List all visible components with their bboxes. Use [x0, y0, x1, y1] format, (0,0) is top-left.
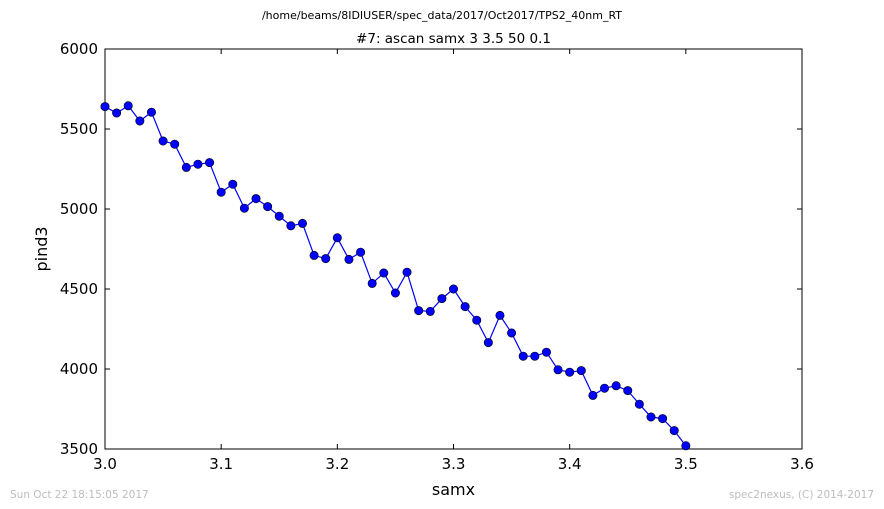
- data-point: [123, 101, 133, 111]
- data-point: [135, 116, 145, 126]
- x-tick-label: 3.3: [442, 455, 466, 473]
- data-point: [437, 294, 447, 304]
- plot-area: [104, 48, 803, 450]
- data-point: [414, 306, 424, 316]
- data-point: [367, 278, 377, 288]
- y-tick-label: 4500: [60, 280, 98, 298]
- x-tick-label: 3.0: [93, 455, 117, 473]
- data-point: [332, 233, 342, 243]
- data-point: [518, 351, 528, 361]
- data-point: [286, 221, 296, 231]
- chart-title: #7: ascan samx 3 3.5 50 0.1: [356, 31, 551, 47]
- data-point: [402, 267, 412, 277]
- data-point: [611, 381, 621, 391]
- data-point: [100, 102, 110, 112]
- data-point: [263, 202, 273, 212]
- x-tick-label: 3.4: [558, 455, 582, 473]
- data-point: [460, 302, 470, 312]
- y-axis-label: pind3: [32, 226, 51, 271]
- data-point: [541, 347, 551, 357]
- data-point: [472, 315, 482, 325]
- data-point: [193, 159, 203, 169]
- data-point: [112, 108, 122, 118]
- data-point: [356, 247, 366, 257]
- y-tick-label: 4000: [60, 360, 98, 378]
- series-markers: [100, 101, 691, 451]
- data-point: [623, 386, 633, 396]
- data-point: [205, 158, 215, 168]
- data-point: [507, 328, 517, 338]
- data-point: [634, 399, 644, 409]
- y-tick-label: 6000: [60, 40, 98, 58]
- data-point: [379, 268, 389, 278]
- data-point: [239, 203, 249, 213]
- data-point: [646, 412, 656, 422]
- data-point: [216, 187, 226, 197]
- data-point: [309, 250, 319, 260]
- data-point: [530, 351, 540, 361]
- data-point: [181, 162, 191, 172]
- data-point: [146, 107, 156, 117]
- data-point: [553, 365, 563, 375]
- data-point: [565, 367, 575, 377]
- data-point: [600, 383, 610, 393]
- data-point: [448, 284, 458, 294]
- data-point: [588, 390, 598, 400]
- data-point: [669, 426, 679, 436]
- x-axis-label: samx: [432, 480, 475, 499]
- data-point: [274, 211, 284, 221]
- data-point: [251, 194, 261, 204]
- data-point: [297, 218, 307, 228]
- axis-ticks: 3.0 3.1 3.2 3.3 3.4 3.5 3.6 3500 4000 4500 5000 550…: [60, 40, 814, 473]
- data-point: [681, 441, 691, 451]
- data-point: [344, 254, 354, 264]
- data-point: [658, 414, 668, 424]
- x-tick-label: 3.6: [790, 455, 814, 473]
- data-point: [390, 288, 400, 298]
- data-point: [228, 179, 238, 189]
- file-path-label: /home/beams/8IDIUSER/spec_data/2017/Oct2…: [262, 9, 622, 22]
- y-tick-label: 5500: [60, 120, 98, 138]
- data-point: [425, 306, 435, 316]
- x-tick-label: 3.5: [674, 455, 698, 473]
- y-tick-label: 3500: [60, 440, 98, 458]
- x-tick-label: 3.1: [209, 455, 233, 473]
- timestamp-label: Sun Oct 22 18:15:05 2017: [10, 489, 149, 501]
- y-tick-label: 5000: [60, 200, 98, 218]
- data-point: [483, 338, 493, 348]
- data-point: [495, 310, 505, 320]
- credit-label: spec2nexus, (C) 2014-2017: [729, 489, 874, 501]
- data-point: [576, 366, 586, 376]
- data-point: [170, 139, 180, 149]
- data-point: [321, 254, 331, 264]
- data-point: [158, 136, 168, 146]
- x-tick-label: 3.2: [325, 455, 349, 473]
